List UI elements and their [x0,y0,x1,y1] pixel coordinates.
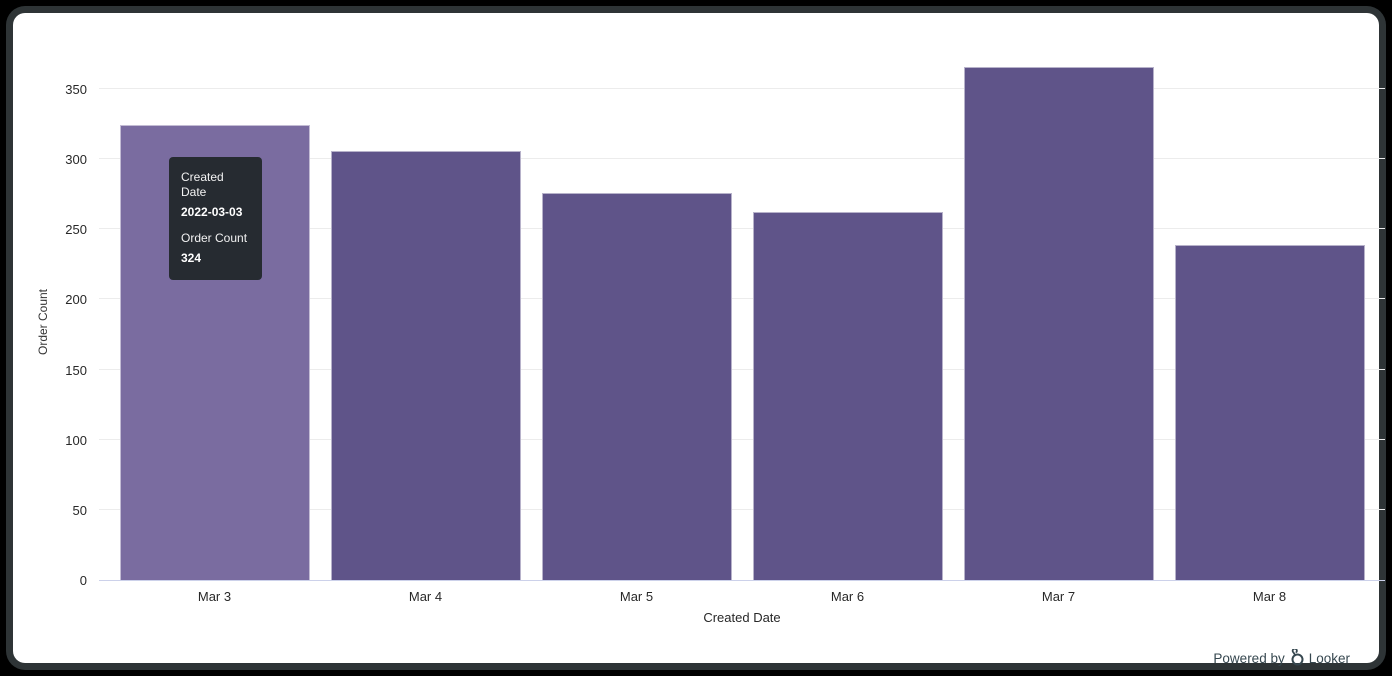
bar-series [109,52,1375,580]
y-tick-label-100: 100 [65,433,87,448]
bar-mar-5[interactable] [541,193,732,580]
plot-area [99,53,1385,581]
gridline-350 [99,88,1385,89]
bar-band-mar-6 [742,52,953,580]
tooltip-measure-label: Order Count [181,231,248,245]
looker-logo-icon [1289,647,1305,667]
y-axis-tick-labels: 0 50 100 150 200 250 300 350 [25,53,87,588]
x-tick-label-mar-7: Mar 7 [1041,589,1076,604]
brand-label: Looker [1308,650,1350,666]
gridline-250 [99,228,1385,229]
y-tick-label-300: 300 [65,152,87,167]
tooltip-dimension-value: 2022-03-03 [181,205,243,219]
tooltip-dimension-label: Created Date [181,170,224,199]
tooltip-measure-group: Order Count 324 [181,231,250,266]
bar-mar-4[interactable] [330,151,521,580]
x-tick-label-mar-4: Mar 4 [408,589,443,604]
y-tick-label-250: 250 [65,222,87,237]
x-axis-tick-labels: Mar 3 Mar 4 Mar 5 Mar 6 Mar 7 Mar 8 [109,589,1375,604]
gridline-100 [99,439,1385,440]
bar-mar-6[interactable] [752,212,943,580]
bar-band-mar-7 [953,52,1164,580]
bar-band-mar-8 [1164,52,1375,580]
x-tick-label-mar-5: Mar 5 [619,589,654,604]
tooltip-dimension-group: Created Date 2022-03-03 [181,170,250,220]
bar-mar-8[interactable] [1174,245,1365,580]
tooltip-measure-value: 324 [181,251,202,265]
x-tick-label-mar-6: Mar 6 [830,589,865,604]
x-tick-label-mar-3: Mar 3 [197,589,232,604]
gridline-300 [99,158,1385,159]
bar-band-mar-3 [109,52,320,580]
y-tick-label-200: 200 [65,292,87,307]
gridline-200 [99,298,1385,299]
y-tick-label-350: 350 [65,82,87,97]
powered-by-looker[interactable]: Powered by Looker [1213,647,1350,668]
gridline-150 [99,369,1385,370]
bar-band-mar-4 [320,52,531,580]
bar-mar-7[interactable] [963,67,1154,580]
y-axis-title: Order Count [36,288,50,356]
y-tick-label-0: 0 [79,573,87,588]
y-tick-label-150: 150 [65,363,87,378]
chart-tooltip: Created Date 2022-03-03 Order Count 324 [169,157,262,280]
powered-by-label: Powered by [1213,650,1285,666]
y-tick-label-50: 50 [72,503,87,518]
x-tick-label-mar-8: Mar 8 [1252,589,1287,604]
gridline-50 [99,509,1385,510]
x-axis-title: Created Date [703,610,781,625]
bar-band-mar-5 [531,52,742,580]
